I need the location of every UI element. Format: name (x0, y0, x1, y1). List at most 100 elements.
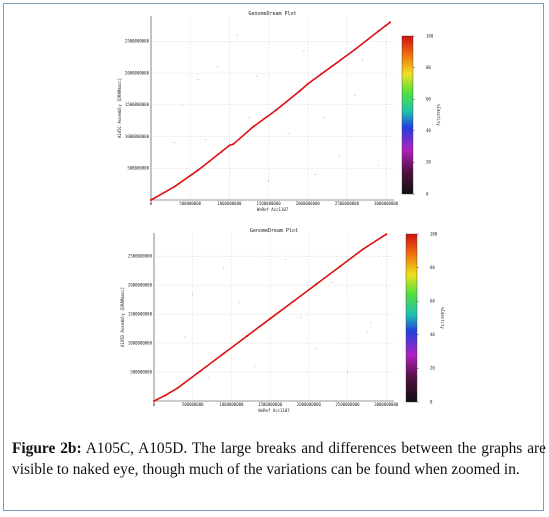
series-point (164, 394, 167, 397)
y-axis-label: A105D Assembly [DRAMmacc] (120, 287, 125, 347)
series-point (377, 30, 380, 33)
dot-plot-a105d-svg: GenomeDream Plot 0 500000000 1000000000 1500… (120, 228, 445, 413)
scatter-point (248, 117, 250, 119)
y-tick-label: 500000000 (130, 369, 152, 374)
colorbar-label: %Identity (436, 104, 441, 126)
scatter-point (181, 104, 183, 106)
series-point (330, 65, 333, 68)
figure-caption-label: Figure 2b: (12, 440, 82, 457)
scatter-point (315, 174, 317, 176)
series-line (153, 233, 388, 402)
y-tick-label: 2000000000 (128, 282, 153, 287)
colorbar-tick-label: 80 (430, 265, 435, 270)
x-tick-label: 0 (153, 402, 156, 407)
colorbar (405, 233, 418, 403)
scatter-point (331, 281, 333, 283)
series-point (298, 89, 301, 92)
series-point (232, 143, 235, 146)
series-point (197, 169, 200, 172)
x-tick-label: 1500000000 (257, 201, 282, 206)
scatter-point (338, 155, 340, 157)
dot-plot-a105c: GenomeDream Plot 0 500000000 1000000000 1500… (8, 6, 544, 221)
scatter-point (362, 59, 364, 61)
scatter-point (322, 117, 324, 119)
y-tick-label: 1000000000 (128, 340, 153, 345)
x-tick-label: 500000000 (182, 402, 204, 407)
x-tick-label: 3000000000 (374, 201, 399, 206)
scatter-point (370, 322, 372, 324)
scatter-point (303, 50, 305, 52)
y-tick-label: 2500000000 (125, 39, 150, 44)
series-point (389, 21, 392, 24)
x-tick-label: 1000000000 (217, 201, 242, 206)
figure-caption: Figure 2b: A105C, A105D. The large break… (12, 438, 546, 480)
plot-title: GenomeDream Plot (248, 11, 296, 17)
scatter-point (207, 377, 209, 379)
y-tick-label: 2500000000 (128, 253, 153, 258)
series-point (199, 369, 202, 372)
colorbar-tick-label: 20 (430, 366, 435, 371)
x-tick-label: 2000000000 (297, 402, 322, 407)
colorbar-tick-label: 0 (430, 399, 433, 404)
scatter-point (366, 330, 368, 332)
scatter-point (184, 336, 186, 338)
series-point (245, 335, 248, 338)
colorbar-tick-label: 100 (430, 231, 438, 236)
x-tick-label: 0 (150, 201, 153, 206)
x-axis-label: WoRef Acc1107 (257, 207, 289, 212)
plot-title: GenomeDream Plot (250, 228, 298, 234)
scatter-point (223, 267, 225, 269)
series-point (306, 82, 309, 85)
series-point (362, 248, 365, 251)
series-point (251, 126, 254, 129)
colorbar-label: %Identity (440, 307, 445, 329)
series-point (338, 265, 341, 268)
scatter-point (268, 180, 270, 182)
scatter-point (287, 132, 289, 134)
x-tick-label: 2500000000 (336, 402, 361, 407)
colorbar-tick-label: 40 (426, 128, 431, 133)
series-point (315, 282, 318, 285)
series-point (150, 199, 152, 201)
y-axis-label: A105C Assembly [DRAMmacc] (117, 78, 122, 138)
scatter-point (316, 348, 318, 350)
y-tick-label: 1500000000 (128, 311, 153, 316)
colorbar (401, 35, 414, 195)
x-tick-label: 500000000 (179, 201, 201, 206)
scatter-point (378, 255, 380, 257)
colorbar-tick-label: 40 (430, 332, 435, 337)
scatter-point (217, 66, 219, 68)
colorbar-tick-label: 80 (426, 65, 431, 70)
scatter-point (377, 164, 379, 166)
figure-caption-text: A105C, A105D. The large breaks and diffe… (12, 440, 546, 478)
series-point (275, 108, 278, 111)
x-tick-label: 2000000000 (296, 201, 321, 206)
figure-frame: GenomeDream Plot 0 500000000 1000000000 1500… (3, 3, 546, 511)
scatter-point (254, 365, 256, 367)
colorbar-tick-label: 60 (426, 97, 431, 102)
series-point (292, 300, 295, 303)
dot-plot-a105d: GenomeDream Plot 0 500000000 1000000000 1500… (8, 226, 544, 414)
series-point (176, 387, 179, 390)
scatter-point (354, 94, 356, 96)
scatter-point (256, 75, 258, 77)
scatter-point (205, 139, 207, 141)
series-point (220, 150, 223, 153)
x-axis-label: WoRef Acc1107 (258, 408, 290, 413)
scatter-point (174, 142, 176, 144)
x-tick-label: 2500000000 (335, 201, 360, 206)
dot-plot-a105c-svg: GenomeDream Plot 0 500000000 1000000000 1500… (117, 11, 441, 212)
x-tick-label: 1500000000 (258, 402, 283, 407)
x-tick-label: 3000000000 (374, 402, 399, 407)
series-point (173, 185, 176, 188)
scatter-point (197, 78, 199, 80)
series-point (269, 317, 272, 320)
colorbar-tick-label: 60 (430, 299, 435, 304)
series-point (222, 352, 225, 355)
y-tick-label: 1500000000 (125, 102, 150, 107)
scatter-point (236, 34, 238, 36)
series-point (153, 400, 155, 402)
colorbar-tick-label: 100 (426, 33, 434, 38)
y-tick-label: 1000000000 (125, 134, 150, 139)
colorbar-tick-label: 0 (426, 191, 429, 196)
